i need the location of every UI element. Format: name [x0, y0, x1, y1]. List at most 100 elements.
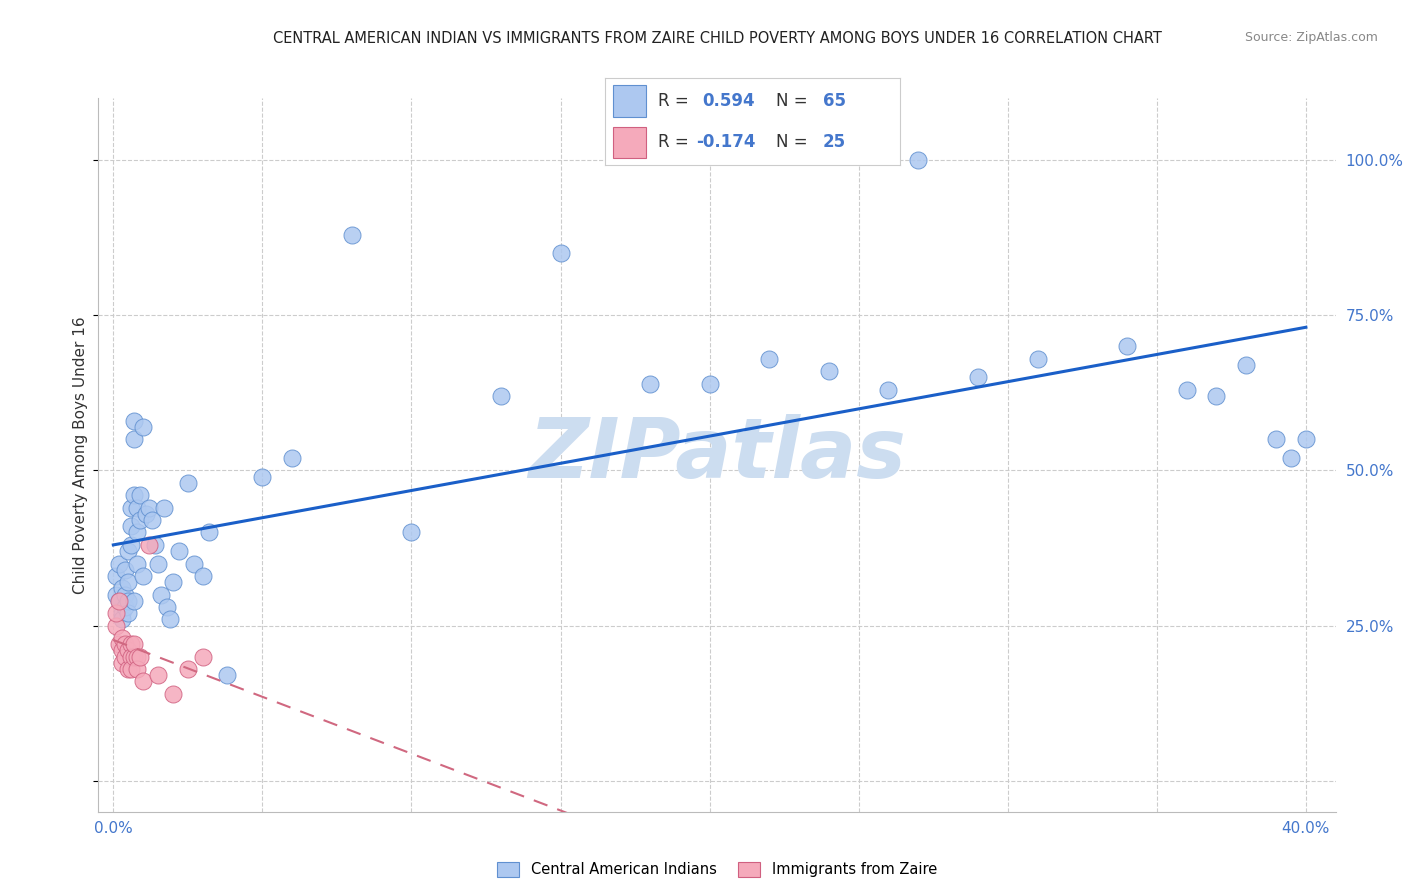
Point [114, 599, 136, 614]
Point [122, 433, 145, 447]
Point [758, 351, 780, 366]
Legend: Central American Indians, Immigrants from Zaire: Central American Indians, Immigrants fro… [491, 855, 943, 883]
Point [132, 674, 155, 689]
Point [183, 557, 205, 571]
FancyBboxPatch shape [613, 127, 645, 158]
Point [162, 687, 184, 701]
Y-axis label: Child Poverty Among Boys Under 16: Child Poverty Among Boys Under 16 [73, 316, 87, 594]
Point [108, 557, 131, 571]
Text: Source: ZipAtlas.com: Source: ZipAtlas.com [1244, 31, 1378, 45]
Point [122, 637, 145, 651]
Point [489, 389, 512, 403]
Point [127, 525, 149, 540]
Point [105, 618, 128, 632]
Point [1234, 358, 1257, 372]
Point [111, 656, 134, 670]
Point [141, 513, 163, 527]
Point [122, 488, 145, 502]
Point [120, 637, 142, 651]
Point [1116, 339, 1139, 353]
Point [108, 637, 131, 651]
Point [167, 544, 190, 558]
Point [111, 606, 134, 620]
Point [114, 588, 136, 602]
Point [177, 662, 200, 676]
Point [191, 569, 214, 583]
Text: N =: N = [776, 92, 813, 111]
Point [1026, 351, 1049, 366]
Point [114, 563, 136, 577]
Point [159, 612, 181, 626]
Point [117, 643, 139, 657]
Point [138, 500, 160, 515]
Point [111, 612, 134, 626]
Point [138, 538, 160, 552]
Point [117, 544, 139, 558]
Text: R =: R = [658, 92, 693, 111]
Point [117, 575, 139, 590]
Point [907, 153, 929, 168]
Text: ZIPatlas: ZIPatlas [529, 415, 905, 495]
Point [120, 519, 142, 533]
Point [129, 488, 152, 502]
Point [108, 593, 131, 607]
Point [105, 569, 128, 583]
Point [153, 500, 176, 515]
Point [135, 507, 157, 521]
Text: CENTRAL AMERICAN INDIAN VS IMMIGRANTS FROM ZAIRE CHILD POVERTY AMONG BOYS UNDER : CENTRAL AMERICAN INDIAN VS IMMIGRANTS FR… [273, 31, 1161, 46]
Point [197, 525, 219, 540]
Point [550, 246, 572, 260]
Point [699, 376, 721, 391]
Point [117, 606, 139, 620]
Point [127, 557, 149, 571]
Point [111, 631, 134, 645]
Point [122, 649, 145, 664]
Point [191, 649, 214, 664]
Point [877, 383, 900, 397]
Point [340, 227, 363, 242]
Point [120, 500, 142, 515]
Point [281, 450, 304, 465]
Point [162, 575, 184, 590]
Point [132, 569, 155, 583]
Point [117, 593, 139, 607]
Point [117, 662, 139, 676]
Text: N =: N = [776, 133, 813, 152]
Point [127, 649, 149, 664]
Point [120, 649, 142, 664]
Point [122, 414, 145, 428]
Point [967, 370, 990, 384]
Point [146, 668, 169, 682]
Point [146, 557, 169, 571]
Point [129, 513, 152, 527]
Point [111, 643, 134, 657]
Point [177, 475, 200, 490]
Point [127, 500, 149, 515]
Point [143, 538, 166, 552]
Point [120, 662, 142, 676]
Point [215, 668, 238, 682]
Point [122, 593, 145, 607]
FancyBboxPatch shape [613, 86, 645, 117]
Point [108, 593, 131, 607]
Text: 65: 65 [823, 92, 846, 111]
Text: -0.174: -0.174 [696, 133, 755, 152]
Text: R =: R = [658, 133, 693, 152]
Point [114, 637, 136, 651]
Text: 25: 25 [823, 133, 846, 152]
Point [252, 469, 274, 483]
Point [120, 538, 142, 552]
Point [638, 376, 661, 391]
Text: 0.594: 0.594 [702, 92, 755, 111]
Point [1175, 383, 1198, 397]
Point [1265, 433, 1288, 447]
Point [105, 588, 128, 602]
Point [150, 588, 173, 602]
Point [1279, 450, 1302, 465]
Point [1295, 433, 1317, 447]
Point [1205, 389, 1227, 403]
Point [127, 662, 149, 676]
Point [132, 420, 155, 434]
Point [105, 606, 128, 620]
Point [114, 649, 136, 664]
